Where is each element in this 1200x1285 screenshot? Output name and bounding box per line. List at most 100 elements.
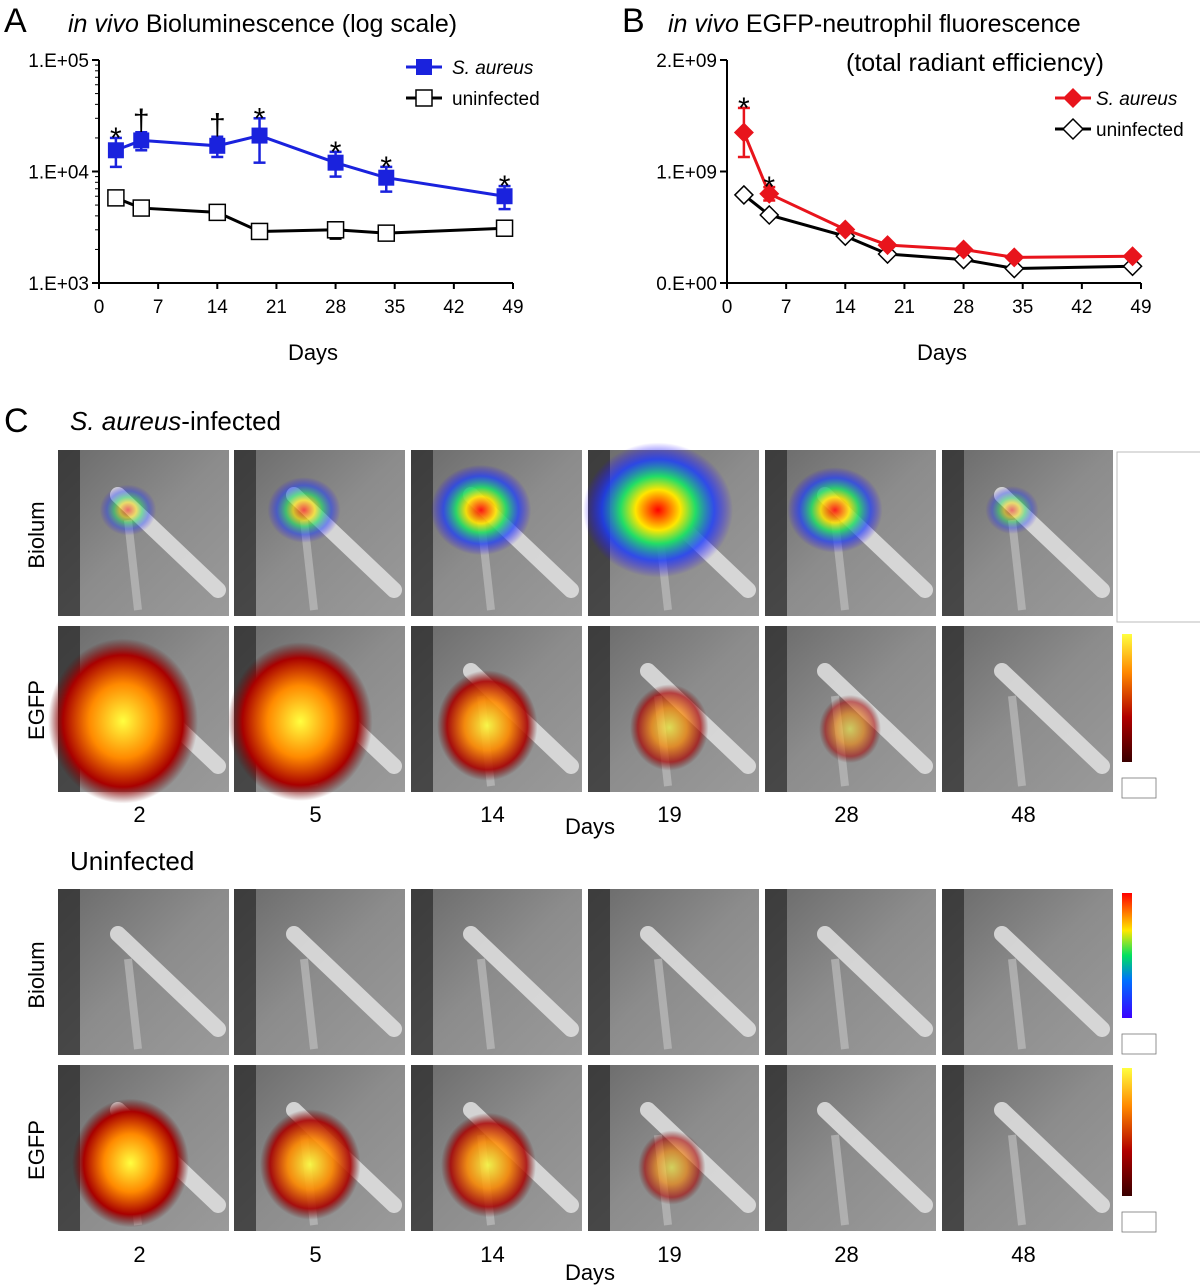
image-uninfected-egfp-day-2-signal (72, 1098, 189, 1228)
image-uninfected-biolum-day-5-bone (286, 926, 402, 1037)
image-uninfected-biolum-day-28-bone (817, 926, 933, 1037)
chart-a-significance-mark: * (254, 102, 266, 135)
chart-a-point-uninfected (132, 199, 150, 217)
colorbar-egfp-uninfected-legend-box (1121, 1211, 1157, 1233)
chart-b-axes: 0 7 14 21 28 35 42 49 0.E+00 1.E+09 2.E+09 (656, 51, 1151, 318)
chart-b-title-italic: in vivo (668, 10, 739, 38)
chart-b-xtick-label: 35 (1012, 297, 1033, 318)
chart-b-xtick-label: 28 (953, 297, 974, 318)
chart-b-point-s-aureus (835, 219, 856, 240)
chart-a-point-uninfected (495, 219, 514, 237)
image-uninfected-biolum-day-19 (588, 889, 759, 1055)
image-uninfected-egfp-day-5 (234, 1065, 405, 1231)
image-uninfected-egfp-day-19-shadow (588, 1065, 610, 1231)
image-uninfected-biolum-day-48-bone-lower (1008, 958, 1026, 1050)
colorbar-biolum-infected (1116, 451, 1200, 623)
image-infected-biolum-day-19-signal (583, 442, 733, 578)
chart-b-point-s-aureus (953, 239, 974, 260)
image-uninfected-biolum-day-5-shadow (234, 889, 256, 1055)
image-uninfected-biolum-day-48 (942, 889, 1113, 1055)
image-uninfected-biolum-day-19-background (588, 889, 759, 1055)
image-uninfected-egfp-day-28-bone-lower (831, 1134, 849, 1226)
panel-letter-c: C (4, 402, 29, 440)
image-uninfected-egfp-day-2 (58, 1065, 229, 1231)
image-uninfected-biolum-day-48-bone (994, 926, 1110, 1037)
image-uninfected-egfp-day-48-shadow (942, 1065, 964, 1231)
image-infected-biolum-day-48-bone-lower (1008, 519, 1026, 611)
image-uninfected-egfp-day-48-bone (994, 1102, 1110, 1213)
day-label-48: 48 (1011, 1242, 1035, 1267)
day-label-2: 2 (133, 802, 145, 827)
chart-b-point-uninfected (759, 204, 780, 226)
image-infected-biolum-day-5 (234, 450, 405, 616)
infected-title-rest: -infected (181, 406, 281, 436)
image-infected-egfp-day-19-shadow (588, 626, 610, 792)
row-label-biolum-uninfected: Biolum (24, 941, 49, 1008)
chart-a-significance-mark: † (209, 109, 226, 142)
image-uninfected-biolum-day-5-background (234, 889, 405, 1055)
legend-label-s-aureus-b: S. aureus (1096, 89, 1178, 110)
image-infected-biolum-day-2-background (58, 450, 229, 616)
legend-label-s-aureus: S. aureus (452, 58, 534, 79)
image-infected-biolum-day-48-signal (985, 486, 1039, 534)
chart-a-significance-mark: * (110, 122, 122, 155)
chart-b-title-rest: EGFP-neutrophil fluorescence (739, 10, 1081, 38)
chart-a-point-s-aureus (378, 169, 395, 186)
chart-b-line-s-aureus (742, 131, 1133, 259)
chart-b-point-s-aureus (759, 183, 780, 204)
image-infected-egfp-day-14-signal (437, 670, 538, 781)
panel-letter-b: B (622, 2, 645, 40)
chart-a-xtick-label: 42 (443, 297, 464, 318)
day-label-19: 19 (657, 802, 681, 827)
chart-b-title-line1: in vivo EGFP-neutrophil fluorescence (668, 10, 1081, 38)
day-label-19: 19 (657, 1242, 681, 1267)
image-infected-biolum-day-48-shadow (942, 450, 964, 616)
chart-a-point-s-aureus (107, 142, 124, 159)
chart-b-point-s-aureus (877, 235, 898, 256)
image-uninfected-egfp-day-48 (942, 1065, 1113, 1231)
image-uninfected-egfp-day-5-shadow (234, 1065, 256, 1231)
image-uninfected-biolum-day-14-bone-lower (477, 958, 495, 1050)
chart-a-marks: * † † * * * * (107, 102, 514, 242)
image-uninfected-egfp-day-14-signal (441, 1112, 536, 1218)
chart-b-xtick-label: 7 (781, 297, 792, 318)
colorbar-egfp-uninfected-gradient (1122, 1068, 1132, 1196)
chart-b-ytick-label: 2.E+09 (656, 51, 717, 72)
image-infected-biolum-day-5-shadow (234, 450, 256, 616)
image-uninfected-biolum-day-14-shadow (411, 889, 433, 1055)
row-label-egfp-infected: EGFP (24, 680, 49, 740)
chart-a-significance-mark: * (499, 170, 511, 203)
chart-b-xtick-label: 14 (835, 297, 857, 318)
image-uninfected-biolum-day-48-shadow (942, 889, 964, 1055)
image-infected-egfp-day-48-bone-lower (1008, 695, 1026, 787)
image-uninfected-biolum-day-19-bone (640, 926, 756, 1037)
chart-a-point-s-aureus (251, 127, 268, 144)
colorbar-egfp-infected-legend-box (1121, 777, 1157, 799)
image-uninfected-egfp-day-5-signal (260, 1109, 361, 1220)
legend-label-uninfected: uninfected (452, 89, 540, 110)
colorbar-biolum-uninfected-gradient (1122, 893, 1132, 1018)
day-label-5: 5 (309, 1242, 321, 1267)
chart-a-xtick-label: 7 (153, 297, 164, 318)
image-uninfected-egfp-day-19-signal (638, 1130, 706, 1205)
image-uninfected-egfp-day-19 (588, 1065, 759, 1231)
image-uninfected-biolum-day-14 (411, 889, 582, 1055)
image-infected-biolum-day-14 (411, 450, 582, 616)
chart-a-xtick-label: 28 (325, 297, 346, 318)
chart-a-xtick-label: 49 (502, 297, 523, 318)
day-label-28: 28 (834, 802, 858, 827)
day-label-28: 28 (834, 1242, 858, 1267)
chart-a-title-italic: in vivo (68, 10, 139, 38)
image-infected-biolum-day-48 (942, 450, 1113, 616)
image-infected-egfp-day-48-shadow (942, 626, 964, 792)
image-uninfected-biolum-day-19-shadow (588, 889, 610, 1055)
chart-a-legend: S. aureus uninfected (406, 58, 540, 110)
chart-a-ytick-label: 1.E+04 (28, 163, 89, 184)
day-labels-infected: 2 5 14 19 28 48 (133, 802, 1035, 827)
chart-b-xlabel: Days (917, 340, 967, 365)
chart-a-line-s-aureus (115, 134, 505, 198)
chart-a-title-rest: Bioluminescence (log scale) (139, 10, 457, 38)
image-uninfected-egfp-day-2-shadow (58, 1065, 80, 1231)
image-infected-egfp-day-14-shadow (411, 626, 433, 792)
day-label-14: 14 (480, 1242, 504, 1267)
